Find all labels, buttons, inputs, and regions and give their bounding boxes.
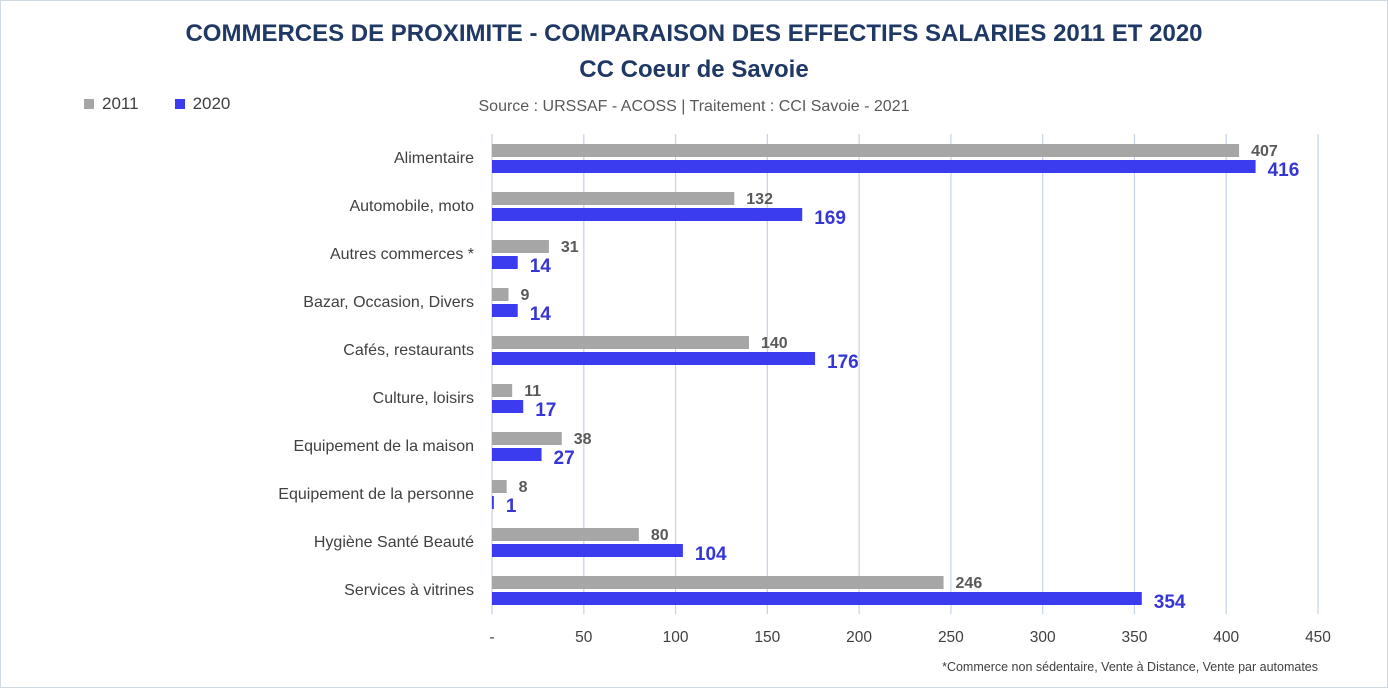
data-label-2020: 14 (530, 256, 552, 277)
bar-2011 (492, 384, 513, 397)
x-tick-label: 50 (575, 629, 593, 646)
legend-item-2020: 2020 (174, 94, 231, 114)
data-label-2011: 140 (761, 335, 788, 352)
bar-2011 (492, 288, 509, 301)
category-label: Equipement de la maison (293, 438, 474, 455)
category-label: Equipement de la personne (278, 486, 474, 503)
x-tick-label: 300 (1030, 629, 1056, 646)
bar-2020 (492, 592, 1142, 605)
bar-2020 (492, 496, 494, 509)
data-label-2020: 1 (506, 496, 517, 517)
x-tick-label: 200 (846, 629, 872, 646)
category-label: Autres commerces * (330, 246, 474, 263)
data-label-2020: 104 (695, 544, 727, 565)
bar-2020 (492, 256, 518, 269)
chart-title: COMMERCES DE PROXIMITE - COMPARAISON DES… (185, 20, 1203, 47)
category-label: Automobile, moto (349, 198, 474, 215)
x-tick-label: 350 (1122, 629, 1148, 646)
bar-2011 (492, 144, 1240, 157)
footnote: *Commerce non sédentaire, Vente à Distan… (942, 660, 1318, 674)
source-note: Source : URSSAF - ACOSS | Traitement : C… (478, 98, 910, 115)
x-tick-label: - (489, 629, 494, 646)
bar-2020 (492, 352, 816, 365)
bar-2011 (492, 336, 749, 349)
x-tick-label: 450 (1305, 629, 1331, 646)
category-label: Cafés, restaurants (343, 342, 474, 359)
category-label: Services à vitrines (344, 582, 474, 599)
x-tick-label: 250 (938, 629, 964, 646)
data-label-2020: 176 (827, 352, 859, 373)
x-tick-label: 100 (663, 629, 689, 646)
bar-2020 (492, 448, 542, 461)
legend-swatch-2020 (174, 99, 185, 109)
bar-2020 (492, 160, 1256, 173)
data-label-2020: 27 (554, 448, 575, 469)
category-label: Hygiène Santé Beauté (314, 534, 474, 551)
chart-subtitle: CC Coeur de Savoie (579, 56, 809, 83)
data-label-2011: 8 (519, 479, 528, 496)
data-label-2020: 416 (1268, 160, 1300, 181)
data-label-2020: 169 (814, 208, 846, 229)
bar-2020 (492, 400, 524, 413)
bar-2011 (492, 240, 549, 253)
data-label-2011: 31 (561, 239, 579, 256)
legend-item-2011: 2011 (84, 94, 139, 114)
data-label-2020: 17 (535, 400, 556, 421)
bar-2011 (492, 576, 944, 589)
bar-2011 (492, 528, 639, 541)
bar-2020 (492, 544, 683, 557)
data-label-2011: 246 (956, 575, 983, 592)
legend-label-2011: 2011 (102, 94, 139, 113)
bar-2011 (492, 480, 507, 493)
category-label: Culture, loisirs (373, 390, 474, 407)
data-label-2011: 132 (746, 191, 773, 208)
data-label-2020: 354 (1154, 592, 1186, 613)
legend-label-2020: 2020 (192, 94, 231, 113)
legend-swatch-2011 (84, 99, 94, 109)
data-label-2020: 14 (530, 304, 552, 325)
category-label: Bazar, Occasion, Divers (303, 294, 474, 311)
x-tick-label: 400 (1213, 629, 1239, 646)
bar-2011 (492, 192, 735, 205)
data-label-2011: 407 (1251, 143, 1278, 160)
bar-2020 (492, 304, 518, 317)
data-label-2011: 9 (521, 287, 530, 304)
data-label-2011: 11 (524, 383, 541, 400)
x-tick-label: 150 (754, 629, 780, 646)
data-label-2011: 38 (574, 431, 592, 448)
bar-2011 (492, 432, 562, 445)
bar-2020 (492, 208, 803, 221)
legend: 2011 2020 (84, 94, 230, 114)
data-label-2011: 80 (651, 527, 669, 544)
category-label: Alimentaire (394, 150, 474, 167)
